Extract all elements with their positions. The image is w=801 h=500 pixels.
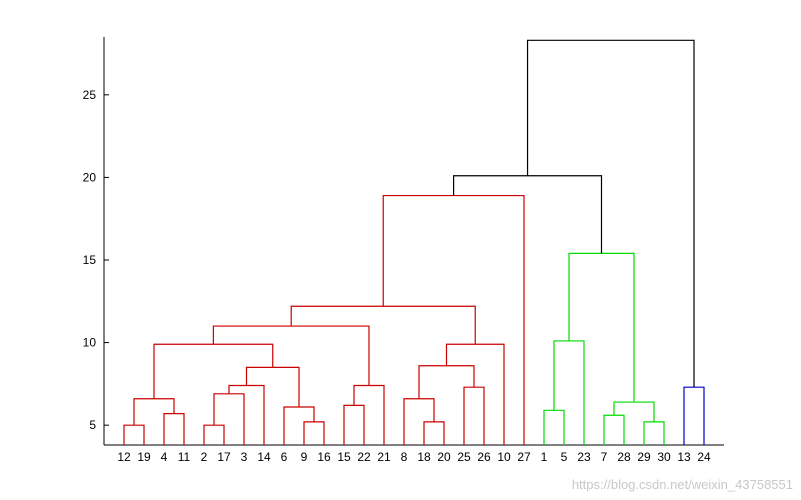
leaf-label: 18	[417, 450, 431, 464]
watermark: https://blog.csdn.net/weixin_43758551	[571, 477, 793, 492]
dendrogram-link	[353, 384, 385, 445]
leaf-label: 26	[477, 450, 491, 464]
y-tick-label: 5	[89, 418, 96, 432]
dendrogram-link	[453, 175, 603, 254]
dendrogram-link	[445, 343, 505, 445]
dendrogram-link	[526, 39, 695, 388]
y-tick-label: 10	[83, 336, 97, 350]
dendrogram-link	[228, 384, 265, 445]
leaf-label: 24	[697, 450, 711, 464]
dendrogram-link	[212, 325, 370, 386]
leaf-label: 27	[517, 450, 531, 464]
dendrogram-link	[463, 386, 485, 445]
dendrogram-link	[123, 424, 145, 445]
leaf-labels: 12 19 4 11 2 17 3 14 6 9 16 15 22 21 8 18 20 25 26 10 27 1 5 23…	[117, 450, 711, 464]
leaf-label: 10	[497, 450, 511, 464]
leaf-label: 11	[178, 450, 191, 464]
leaf-label: 7	[601, 450, 608, 464]
leaf-label: 22	[357, 450, 371, 464]
dendrogram-link	[133, 398, 175, 426]
leaf-label: 17	[217, 450, 231, 464]
dendrogram-link	[683, 386, 705, 445]
leaf-label: 19	[137, 450, 151, 464]
leaf-label: 23	[577, 450, 591, 464]
dendrogram-link	[283, 406, 315, 445]
leaf-label: 9	[301, 450, 308, 464]
dendrogram-link	[153, 343, 274, 399]
leaf-label: 3	[241, 450, 248, 464]
leaf-label: 4	[161, 450, 168, 464]
leaf-label: 14	[257, 450, 271, 464]
leaf-label: 20	[437, 450, 451, 464]
dendrogram-link	[603, 414, 625, 445]
dendrogram-link	[245, 366, 300, 408]
dendrogram-link	[543, 409, 565, 445]
dendrogram-link	[382, 194, 525, 445]
leaf-label: 28	[617, 450, 631, 464]
y-ticks: 5 10 15 20 25	[83, 88, 109, 432]
dendrogram-link	[213, 393, 245, 445]
leaf-label: 25	[457, 450, 471, 464]
dendrogram-link	[303, 421, 325, 445]
dendrogram-link	[613, 401, 655, 422]
dendrogram-link	[643, 421, 665, 445]
leaf-label: 2	[201, 450, 208, 464]
dendrogram-link	[163, 413, 185, 445]
dendrogram-link	[553, 340, 585, 445]
leaf-label: 29	[637, 450, 651, 464]
leaf-label: 30	[657, 450, 671, 464]
y-tick-label: 20	[83, 170, 97, 184]
dendrogram-link	[568, 252, 635, 403]
axes	[103, 37, 724, 446]
leaf-label: 6	[281, 450, 288, 464]
dendrogram-link	[418, 365, 475, 399]
leaf-label: 13	[677, 450, 691, 464]
leaf-label: 8	[401, 450, 408, 464]
dendrogram-links	[123, 39, 705, 445]
leaf-label: 15	[337, 450, 351, 464]
dendrogram-link	[290, 305, 476, 345]
y-tick-label: 25	[83, 88, 97, 102]
leaf-label: 21	[377, 450, 391, 464]
dendrogram-link	[343, 404, 365, 445]
leaf-label: 1	[541, 450, 548, 464]
leaf-label: 12	[117, 450, 131, 464]
dendrogram-link	[203, 424, 225, 445]
leaf-label: 16	[317, 450, 331, 464]
dendrogram-link	[423, 421, 445, 445]
leaf-label: 5	[561, 450, 568, 464]
y-tick-label: 15	[83, 253, 97, 267]
